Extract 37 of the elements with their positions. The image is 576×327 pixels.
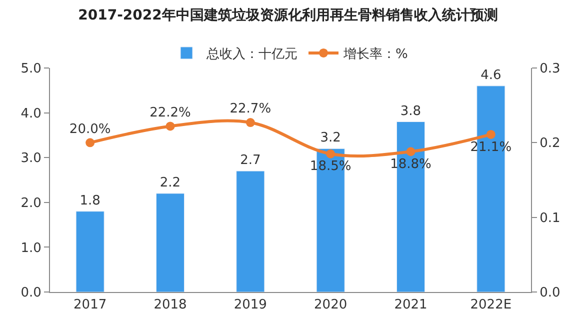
point xyxy=(326,149,336,158)
point xyxy=(486,130,496,139)
point xyxy=(86,138,95,148)
data-label: 2.7 xyxy=(240,153,261,168)
y2-tick-label: 0.2 xyxy=(540,136,560,152)
y-tick-label: 1.0 xyxy=(20,240,42,256)
data-label: 2.2 xyxy=(160,175,181,190)
point xyxy=(246,118,255,128)
point xyxy=(166,122,175,131)
bar xyxy=(76,211,104,292)
data-label: 4.6 xyxy=(480,68,502,83)
y2-tick-label: 0.0 xyxy=(540,286,560,301)
data-label: 22.7% xyxy=(230,102,272,117)
data-label: 20.0% xyxy=(69,122,111,137)
y-tick-label: 2.0 xyxy=(20,196,42,211)
y-tick-label: 4.0 xyxy=(20,106,42,122)
x-tick-label: 2017 xyxy=(74,298,107,313)
y2-tick-label: 0.3 xyxy=(540,62,560,77)
x-tick-label: 2019 xyxy=(234,298,267,313)
chart-title: 2017-2022年中国建筑垃圾资源化利用再生骨料销售收入统计预测 xyxy=(78,6,498,24)
y-tick-label: 5.0 xyxy=(20,62,42,77)
data-label: 1.8 xyxy=(80,193,100,208)
y-tick-label: 0.0 xyxy=(20,286,42,301)
bar xyxy=(236,170,265,292)
data-label: 22.2% xyxy=(150,105,191,120)
y-tick-label: 3.0 xyxy=(20,151,42,166)
bar xyxy=(156,193,185,292)
y2-tick-label: 0.1 xyxy=(540,210,560,226)
x-tick-label: 2018 xyxy=(154,298,187,313)
x-tick-label: 2022E xyxy=(470,298,512,313)
data-label: 3.8 xyxy=(400,104,422,119)
data-label: 3.2 xyxy=(320,130,341,146)
legend-label: 总收入：十亿元 xyxy=(206,47,298,62)
x-tick-label: 2021 xyxy=(394,298,428,313)
point xyxy=(406,147,416,156)
legend-label: 增长率：% xyxy=(342,46,408,62)
x-tick-label: 2020 xyxy=(314,298,348,313)
